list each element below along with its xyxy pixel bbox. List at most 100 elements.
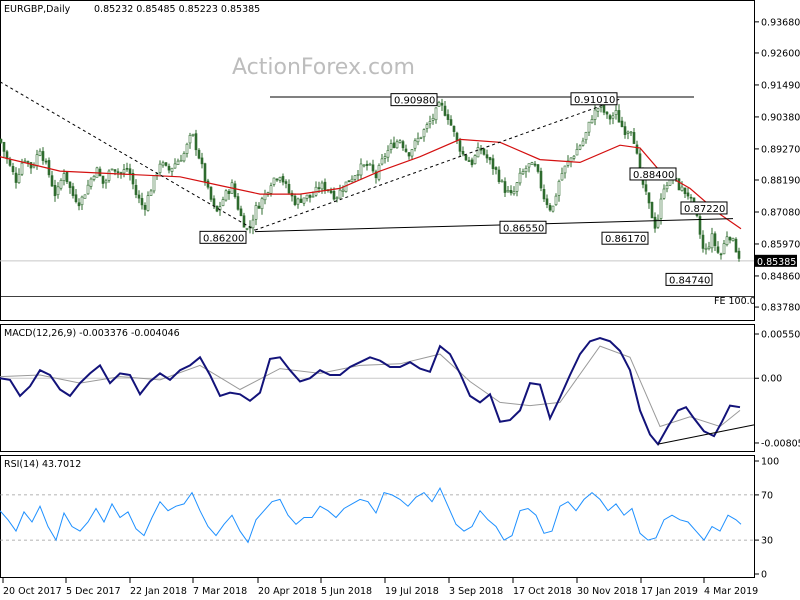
candle-body [260, 198, 264, 210]
trendline-support-line [254, 218, 734, 233]
candle-body [371, 164, 375, 172]
price-label: 0.86200 [203, 233, 244, 244]
candle-body [710, 233, 714, 249]
candle-body [317, 187, 321, 189]
candle-body [35, 154, 39, 167]
candle-body [413, 140, 417, 149]
candle-body [614, 110, 618, 115]
macd-header: MACD(12,26,9) -0.003376 -0.004046 [4, 328, 180, 339]
candle-body [503, 181, 507, 193]
candle-body [182, 153, 186, 162]
price-tick-label: 0.84860 [761, 271, 800, 282]
candle-body [206, 180, 210, 188]
macd-tick-label: 0.00 [761, 374, 782, 385]
candle-body [620, 120, 624, 128]
candle-body [368, 163, 372, 166]
rsi-header: RSI(14) 43.7012 [4, 459, 81, 470]
candle-body [26, 161, 30, 163]
candle-body [584, 132, 588, 141]
candle-body [8, 159, 12, 166]
candle-body [236, 196, 240, 210]
macd-series-group [0, 336, 755, 446]
candle-body [275, 178, 279, 181]
candle-body [650, 201, 654, 219]
candle-body [305, 194, 309, 199]
candle-body [578, 145, 582, 150]
candle-body [335, 197, 339, 200]
candle-body [257, 205, 261, 209]
price-label-box [665, 272, 713, 286]
candle-body [437, 102, 441, 107]
candle-body [557, 181, 561, 196]
candle-body [515, 182, 519, 192]
candle-body [545, 198, 549, 205]
candle-body [500, 180, 504, 183]
candle-body [662, 188, 666, 199]
candle-body [89, 178, 93, 187]
candle-body [629, 131, 633, 134]
candle-body [56, 186, 60, 196]
candle-body [65, 171, 69, 183]
candle-body [86, 184, 90, 195]
candle-body [677, 178, 681, 191]
candle-body [497, 169, 501, 182]
candle-body [269, 185, 273, 194]
candle-body [23, 160, 27, 163]
price-label-box [499, 220, 547, 234]
candle-body [644, 184, 648, 192]
candle-body [233, 183, 237, 197]
candle-body [560, 173, 564, 181]
candle-body [572, 155, 576, 159]
price-tick-label: 0.89270 [761, 144, 800, 155]
trendline-dashed-upper [0, 81, 256, 231]
candle-body [683, 187, 687, 195]
candle-body [308, 194, 312, 198]
candle-body [416, 137, 420, 143]
candle-body [251, 219, 255, 229]
candle-body [566, 160, 570, 166]
candle-body [725, 236, 729, 245]
candle-body [533, 163, 537, 166]
candle-body [482, 148, 486, 155]
candle-body [323, 181, 327, 191]
candle-body [347, 180, 351, 183]
candle-body [638, 153, 642, 171]
candle-body [134, 184, 138, 195]
price-tick-label: 0.88190 [761, 176, 800, 187]
candle-body [254, 205, 258, 220]
candle-body [539, 170, 543, 189]
candle-body [701, 234, 705, 249]
candle-body [440, 102, 444, 106]
candle-body [221, 199, 225, 206]
candle-body [110, 168, 114, 171]
candle-body [278, 177, 282, 181]
candle-body [494, 167, 498, 170]
candle-body [575, 149, 579, 156]
candle-body [551, 205, 555, 212]
x-tick-label: 20 Oct 2017 [3, 586, 62, 597]
candle-body [113, 169, 117, 172]
candle-body [617, 110, 621, 123]
candle-body [365, 163, 369, 166]
candle-body [74, 194, 78, 202]
candle-body [563, 165, 567, 174]
candle-body [296, 198, 300, 205]
candle-body [131, 172, 135, 185]
candle-body [506, 190, 510, 193]
candle-body [332, 190, 336, 200]
candle-body [152, 175, 156, 192]
candle-body [485, 154, 489, 159]
candle-body [734, 238, 738, 253]
rsi-panel-frame [0, 455, 755, 578]
candle-body [170, 167, 174, 172]
price-label-box [601, 231, 649, 245]
candle-body [626, 131, 630, 134]
candle-body [716, 246, 720, 253]
candle-body [536, 164, 540, 172]
candle-body [593, 109, 597, 120]
price-label-box [680, 201, 728, 215]
candle-body [476, 147, 480, 158]
candle-body [419, 136, 423, 139]
candle-body [71, 186, 75, 196]
candle-body [401, 141, 405, 149]
